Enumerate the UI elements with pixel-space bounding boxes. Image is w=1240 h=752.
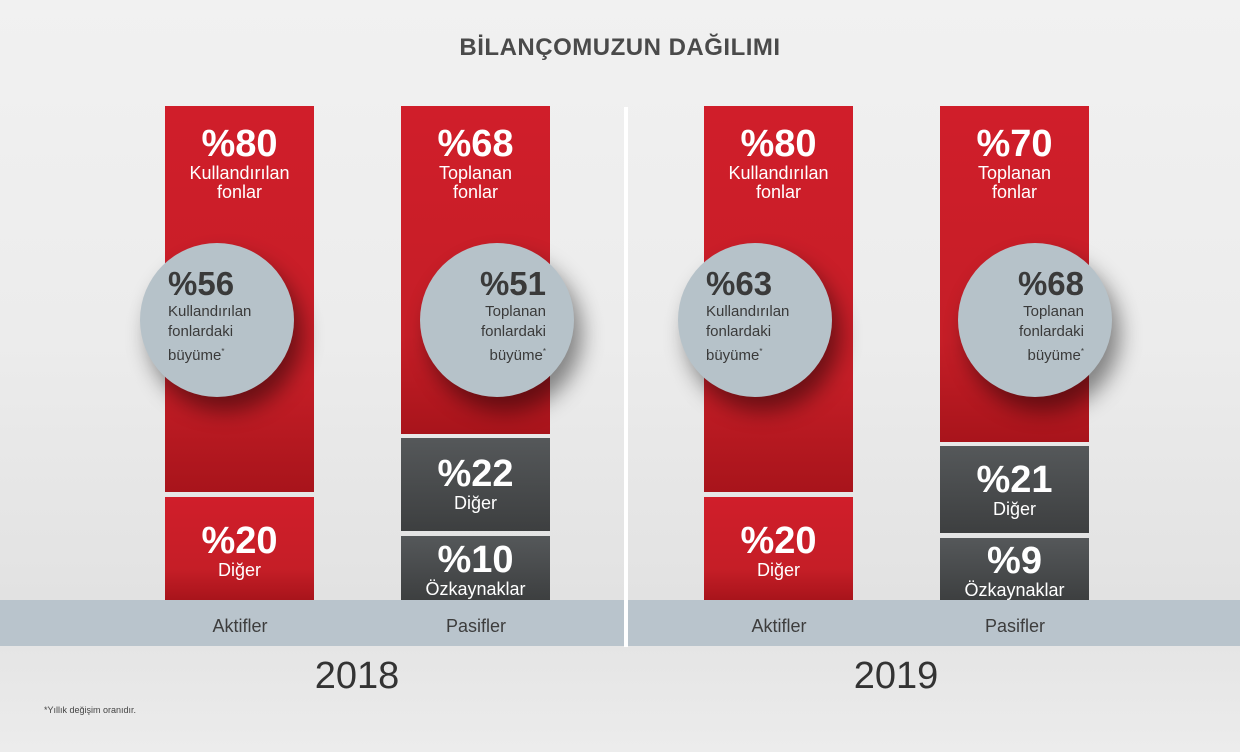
growth-circle-2018-aktifler: %56 Kullandırılan fonlardaki büyüme* bbox=[140, 243, 294, 397]
growth-label: fonlardaki bbox=[480, 323, 546, 340]
segment-label: Toplanan bbox=[438, 163, 513, 183]
value-label: %20 bbox=[740, 520, 817, 562]
segment-label: fonlar bbox=[991, 182, 1038, 202]
bar-2019-pasifler-diger: %21 Diğer bbox=[940, 446, 1089, 533]
bar-2019-aktifler-diger: %20 Diğer bbox=[704, 497, 853, 600]
footnote: *Yıllık değişim oranıdır. bbox=[44, 705, 137, 715]
growth-circle-2019-aktifler: %63 Kullandırılan fonlardaki büyüme* bbox=[678, 243, 832, 397]
segment-label: Kullandırılan bbox=[728, 163, 829, 183]
category-label-aktifler-2018: Aktifler bbox=[212, 616, 268, 636]
growth-value: %56 bbox=[168, 265, 235, 302]
growth-label: Kullandırılan bbox=[168, 303, 252, 320]
footnote-marker: * bbox=[542, 347, 546, 356]
footnote-marker: * bbox=[1080, 347, 1084, 356]
segment-label: Diğer bbox=[992, 499, 1036, 519]
segment-label: Diğer bbox=[453, 493, 497, 513]
value-label: %80 bbox=[201, 123, 278, 165]
value-label: %80 bbox=[740, 123, 817, 165]
growth-label: Toplanan bbox=[1023, 303, 1084, 320]
growth-circle-2019-pasifler: %68 Toplanan fonlardaki büyüme* bbox=[958, 243, 1112, 397]
growth-value: %68 bbox=[1017, 265, 1084, 302]
year-label-2019: 2019 bbox=[853, 655, 939, 697]
growth-label: fonlardaki bbox=[1018, 323, 1084, 340]
value-label: %9 bbox=[987, 540, 1042, 582]
category-label-aktifler-2019: Aktifler bbox=[751, 616, 807, 636]
value-label: %68 bbox=[437, 123, 514, 165]
chart-title: BİLANÇOMUZUN DAĞILIMI bbox=[459, 34, 781, 61]
bottom-label-band bbox=[0, 600, 1240, 646]
growth-circle-2018-pasifler: %51 Toplanan fonlardaki büyüme* bbox=[420, 243, 574, 397]
growth-label: Kullandırılan bbox=[706, 303, 790, 320]
value-label: %20 bbox=[201, 520, 278, 562]
segment-label: Diğer bbox=[217, 560, 261, 580]
growth-label: fonlardaki bbox=[706, 323, 772, 340]
value-label: %70 bbox=[976, 123, 1053, 165]
growth-label: büyüme bbox=[706, 347, 760, 364]
segment-label: Özkaynaklar bbox=[425, 579, 526, 599]
segment-label: Özkaynaklar bbox=[964, 580, 1065, 600]
growth-label: büyüme bbox=[1027, 347, 1081, 364]
segment-label: fonlar bbox=[755, 182, 802, 202]
bar-2018-pasifler-diger: %22 Diğer bbox=[401, 438, 550, 531]
growth-value: %63 bbox=[706, 265, 773, 302]
footnote-marker: * bbox=[221, 347, 225, 356]
bar-2019-pasifler-ozkaynaklar: %9 Özkaynaklar bbox=[940, 538, 1089, 600]
category-label-pasifler-2019: Pasifler bbox=[984, 616, 1046, 636]
growth-label: Toplanan bbox=[485, 303, 546, 320]
category-label-pasifler-2018: Pasifler bbox=[445, 616, 507, 636]
footnote-marker: * bbox=[759, 347, 763, 356]
segment-label: Kullandırılan bbox=[189, 163, 290, 183]
segment-label: fonlar bbox=[216, 182, 263, 202]
bar-2018-aktifler-diger: %20 Diğer bbox=[165, 497, 314, 600]
segment-label: fonlar bbox=[452, 182, 499, 202]
growth-label: fonlardaki bbox=[168, 323, 234, 340]
bar-2018-pasifler-ozkaynaklar: %10 Özkaynaklar bbox=[401, 536, 550, 600]
growth-value: %51 bbox=[479, 265, 546, 302]
year-divider bbox=[624, 107, 628, 647]
growth-label: büyüme bbox=[489, 347, 543, 364]
value-label: %10 bbox=[437, 539, 514, 581]
growth-label: büyüme bbox=[168, 347, 222, 364]
value-label: %22 bbox=[437, 453, 514, 495]
value-label: %21 bbox=[976, 459, 1053, 501]
segment-label: Diğer bbox=[756, 560, 800, 580]
year-label-2018: 2018 bbox=[314, 655, 400, 697]
segment-label: Toplanan bbox=[977, 163, 1052, 183]
